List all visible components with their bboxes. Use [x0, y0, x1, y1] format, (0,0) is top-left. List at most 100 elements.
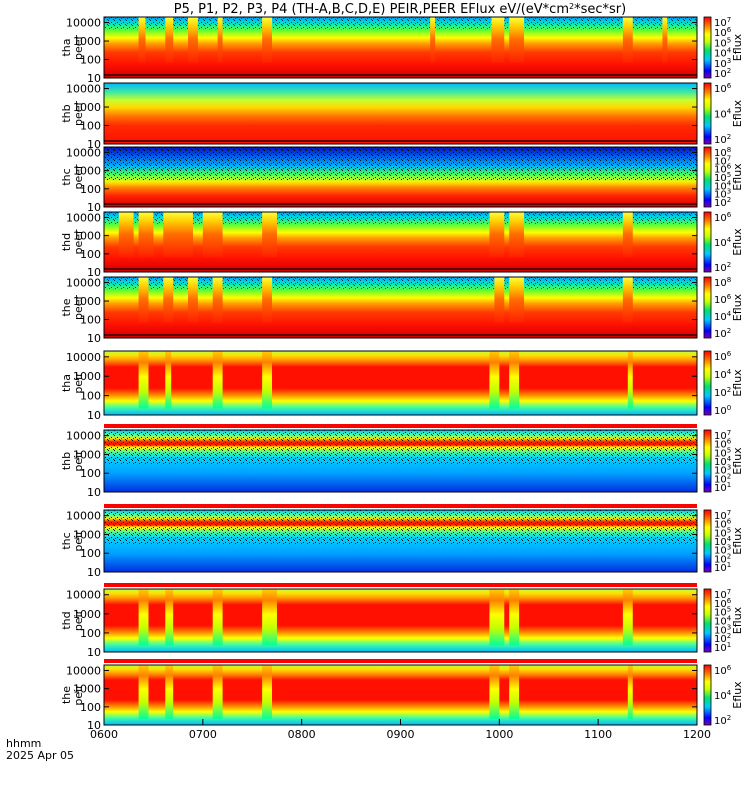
colorbar-tick-base: 10	[714, 238, 727, 249]
colorbar-tick-exponent: 6	[727, 26, 732, 34]
panel-species-label: peir	[72, 372, 85, 394]
colorbar-tick-exponent: 4	[727, 236, 732, 244]
colorbar-tick-label: 102	[714, 386, 731, 399]
burst-column	[627, 665, 633, 719]
burst-column	[217, 17, 223, 63]
y-tick-label: 10	[87, 332, 101, 345]
colorbar-tick-label: 107	[714, 154, 731, 167]
burst-column	[509, 277, 525, 323]
footer-time-label: hhmm	[6, 737, 41, 750]
panel-separator	[104, 583, 697, 587]
colorbar-tick-exponent: 3	[727, 57, 731, 65]
burst-column	[212, 665, 223, 719]
panel-probe-label: thb	[60, 452, 73, 470]
y-tick-label: 10000	[66, 664, 101, 677]
burst-column	[165, 589, 174, 646]
colorbar-label: Eflux	[731, 527, 744, 555]
x-tick-label: 1200	[683, 728, 711, 741]
burst-column	[627, 351, 633, 409]
colorbar-tick-label: 105	[714, 171, 731, 184]
burst-column	[163, 277, 174, 323]
colorbar	[703, 509, 712, 573]
colorbar-tick-base: 10	[714, 483, 727, 494]
y-tick-label: 100	[80, 248, 101, 261]
colorbar-tick-base: 10	[714, 352, 727, 363]
y-tick-label: 1000	[73, 165, 101, 178]
colorbar-tick-label: 105	[714, 446, 731, 459]
panel-frame	[103, 276, 698, 339]
y-tick-label: 10	[87, 72, 101, 85]
colorbar	[703, 16, 712, 79]
colorbar-tick-label: 101	[714, 561, 731, 574]
burst-column	[262, 17, 273, 63]
y-tick-label: 10	[87, 566, 101, 579]
colorbar-tick-base: 10	[714, 716, 727, 727]
colorbar-tick-exponent: 6	[727, 664, 732, 672]
colorbar-tick-exponent: 4	[727, 615, 732, 623]
y-tick-label: 1000	[73, 230, 101, 243]
spectrogram-field	[104, 589, 697, 652]
colorbar-tick-label: 104	[714, 47, 732, 60]
panel-probe-label: the	[60, 298, 73, 316]
colorbar-tick-label: 104	[714, 368, 732, 381]
panel-frame	[103, 211, 698, 273]
colorbar-tick-base: 10	[714, 312, 727, 323]
colorbar-tick-label: 104	[714, 108, 732, 121]
colorbar-tick-base: 10	[714, 563, 727, 574]
colorbar-tick-label: 102	[714, 67, 731, 80]
burst-column	[509, 351, 520, 409]
panel-separator	[104, 424, 697, 428]
colorbar	[703, 82, 712, 145]
colorbar-tick-label: 104	[714, 535, 732, 548]
panel-frame	[103, 82, 698, 145]
colorbar-tick-base: 10	[714, 448, 727, 459]
noise-texture	[104, 510, 697, 545]
burst-column	[165, 665, 174, 719]
y-tick-label: 1000	[73, 683, 101, 696]
colorbar-tick-exponent: 1	[727, 561, 731, 569]
y-tick-label: 100	[80, 547, 101, 560]
y-tick-label: 1000	[73, 35, 101, 48]
colorbar-tick-label: 108	[714, 276, 731, 289]
colorbar-tick-exponent: 2	[727, 261, 731, 269]
panel-species-label: peir	[72, 530, 85, 552]
colorbar-tick-base: 10	[714, 173, 727, 184]
burst-column	[212, 277, 223, 323]
burst-column	[622, 212, 633, 257]
y-tick-label: 10	[87, 138, 101, 151]
footer-date: 2025 Apr 05	[6, 749, 74, 762]
colorbar-tick-label: 106	[714, 163, 732, 176]
colorbar-tick-base: 10	[714, 278, 727, 289]
y-tick-label: 100	[80, 627, 101, 640]
colorbar-tick-label: 102	[714, 552, 731, 565]
colorbar-label: Eflux	[731, 681, 744, 709]
colorbar-label: Eflux	[731, 99, 744, 127]
colorbar-tick-exponent: 2	[727, 386, 731, 394]
colorbar-tick-exponent: 2	[727, 133, 731, 141]
y-tick-label: 10000	[66, 277, 101, 290]
y-tick-label: 100	[80, 120, 101, 133]
colorbar-tick-exponent: 2	[727, 67, 731, 75]
x-tick-label: 0900	[387, 728, 415, 741]
colorbar	[703, 350, 712, 416]
colorbar-tick-label: 103	[714, 544, 731, 557]
y-tick-label: 1000	[73, 101, 101, 114]
colorbar-tick-base: 10	[714, 431, 727, 442]
colorbar-tick-base: 10	[714, 190, 727, 201]
colorbar	[703, 211, 712, 273]
burst-column	[212, 351, 223, 409]
colorbar-tick-label: 103	[714, 188, 731, 201]
spectrogram-field	[104, 665, 697, 725]
colorbar-tick-base: 10	[714, 135, 727, 146]
colorbar-tick-base: 10	[714, 666, 727, 677]
colorbar-label: Eflux	[731, 606, 744, 634]
colorbar-tick-exponent: 4	[727, 47, 732, 55]
colorbar-tick-exponent: 5	[727, 36, 731, 44]
panel-probe-label: thc	[60, 532, 73, 549]
colorbar-tick-exponent: 8	[727, 146, 731, 154]
colorbar-tick-base: 10	[714, 440, 727, 451]
colorbar-label: Eflux	[731, 163, 744, 191]
panel-probe-label: tha	[60, 38, 73, 56]
